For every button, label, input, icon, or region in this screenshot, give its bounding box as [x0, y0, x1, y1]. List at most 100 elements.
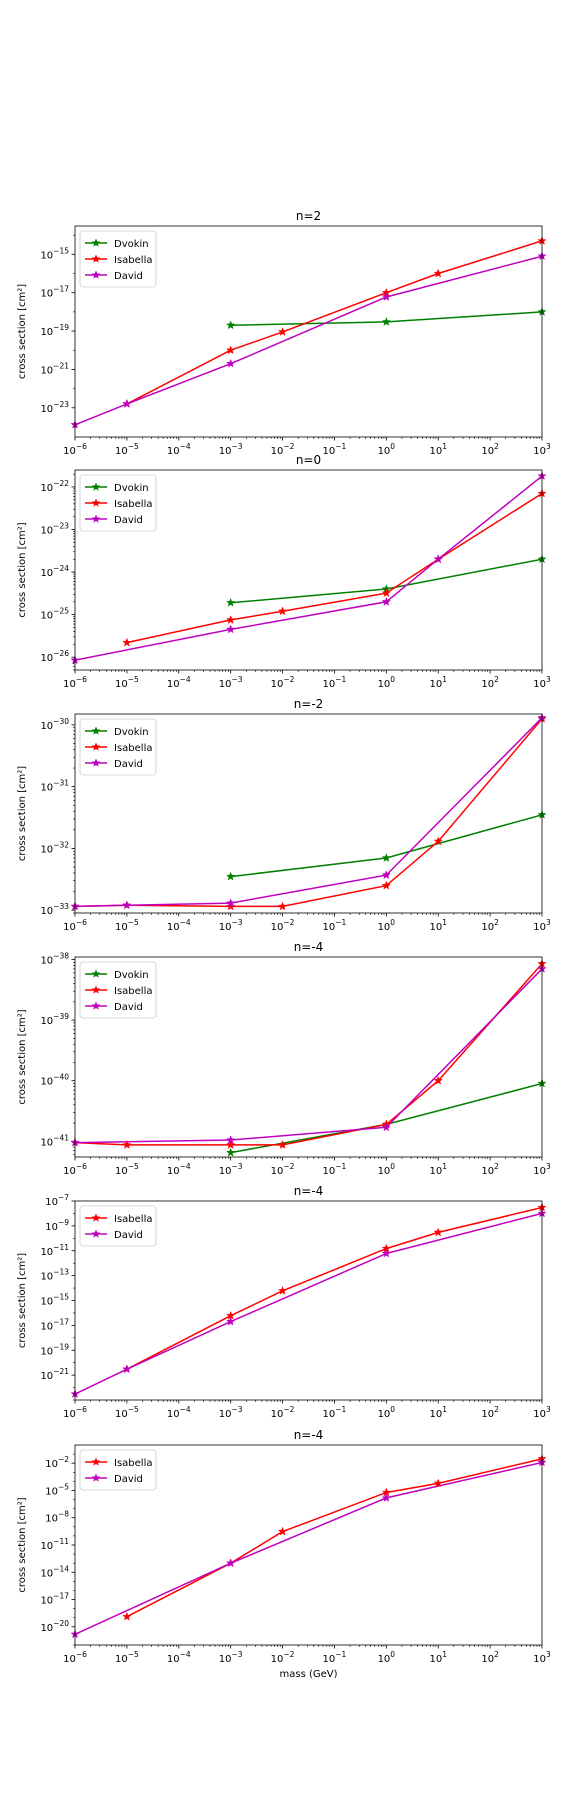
data-point-isabella	[122, 1140, 132, 1149]
x-tick-label: 10−1	[323, 442, 347, 457]
y-tick-label: 10−19	[40, 1342, 69, 1357]
y-tick-label: 10−2	[45, 1455, 69, 1470]
x-tick-label: 10−3	[219, 918, 243, 933]
data-point-isabella	[277, 606, 288, 616]
x-tick-label: 10−3	[219, 1162, 243, 1177]
x-tick-label: 10−2	[271, 918, 295, 933]
legend-label: Isabella	[114, 255, 152, 266]
data-point-isabella	[225, 901, 236, 911]
data-point-isabella	[277, 1526, 288, 1536]
legend-label: Isabella	[114, 743, 152, 754]
legend-label: David	[114, 271, 143, 282]
y-axis-label: cross section [cm²]	[17, 766, 28, 861]
data-point-isabella	[277, 1140, 288, 1149]
legend-marker	[91, 1473, 101, 1482]
x-tick-label: 10−4	[167, 1650, 191, 1665]
legend-marker	[91, 270, 101, 279]
chart-title: n=-4	[294, 940, 324, 954]
x-tick-label: 10−1	[323, 918, 347, 933]
x-tick-label: 10−2	[271, 1162, 295, 1177]
data-point-david	[122, 900, 132, 910]
x-axis-label: mass (GeV)	[279, 1669, 337, 1680]
x-tick-label: 10−6	[63, 1162, 87, 1177]
legend-label: David	[114, 1002, 143, 1013]
chart-6: n=-4 10−6 10−5 10−4 10−3 10−2 10−1 100 101 102 103…	[17, 1428, 551, 1680]
chart-2: n=0 10−6 10−5 10−4 10−3 10−2 10−1 100 101 102 103 1…	[17, 453, 551, 690]
y-axis-label: cross section [cm²]	[17, 1009, 28, 1104]
data-point-isabella	[122, 1611, 132, 1621]
x-tick-label: 100	[378, 918, 396, 933]
data-point-david	[433, 554, 443, 564]
legend: Isabella David	[79, 1449, 157, 1491]
legend-marker	[91, 985, 101, 994]
y-tick-label: 10−39	[40, 1012, 69, 1027]
y-axis-label: cross section [cm²]	[17, 1253, 28, 1348]
data-point-david	[381, 1248, 392, 1258]
data-point-david	[225, 358, 236, 368]
series-line-dvokin	[230, 814, 542, 878]
x-tick-label: 101	[429, 675, 447, 690]
y-tick-label: 10−32	[40, 840, 69, 855]
legend-marker	[91, 238, 101, 247]
legend: Dvokin Isabella David	[79, 230, 157, 288]
x-tick-label: 10−1	[323, 675, 347, 690]
data-point-dvokin	[381, 316, 392, 326]
chart-title: n=-4	[294, 1184, 324, 1198]
data-point-david	[225, 1316, 236, 1326]
plot-frame	[74, 1444, 543, 1646]
legend-marker	[91, 742, 101, 751]
x-tick-label: 101	[429, 442, 447, 457]
legend: Dvokin Isabella David	[79, 718, 157, 776]
x-tick-label: 10−4	[167, 1405, 191, 1420]
legend-label: David	[114, 1230, 143, 1241]
data-point-david	[225, 624, 236, 634]
legend: Isabella David	[79, 1205, 157, 1247]
legend-label: David	[114, 515, 143, 526]
x-tick-label: 10−4	[167, 1162, 191, 1177]
legend-marker	[91, 1001, 101, 1010]
legend-marker	[91, 498, 101, 507]
y-tick-label: 10−17	[40, 1317, 69, 1332]
data-point-david	[225, 1558, 236, 1568]
y-tick-label: 10−23	[40, 400, 69, 415]
x-tick-label: 10−4	[167, 442, 191, 457]
x-tick-label: 100	[378, 1650, 396, 1665]
y-tick-label: 10−17	[40, 1592, 69, 1607]
data-point-david	[122, 1364, 132, 1374]
x-tick-label: 102	[481, 1405, 499, 1420]
x-tick-label: 10−5	[115, 918, 139, 933]
plot-frame	[74, 956, 543, 1158]
data-point-isabella	[277, 901, 288, 911]
data-point-david	[225, 1135, 236, 1144]
x-tick-label: 101	[429, 1162, 447, 1177]
y-tick-label: 10−14	[40, 1564, 69, 1579]
y-tick-label: 10−11	[40, 1243, 69, 1258]
x-tick-label: 100	[378, 1405, 396, 1420]
x-tick-label: 100	[378, 1162, 396, 1177]
x-tick-label: 10−6	[63, 1650, 87, 1665]
data-point-isabella	[225, 1140, 236, 1149]
data-point-isabella	[433, 1478, 443, 1488]
data-point-isabella	[433, 836, 443, 846]
x-tick-label: 10−3	[219, 675, 243, 690]
x-tick-label: 103	[533, 918, 551, 933]
data-point-isabella	[122, 637, 132, 647]
data-point-isabella	[277, 327, 288, 336]
x-tick-label: 10−5	[115, 442, 139, 457]
data-point-dvokin	[225, 1147, 236, 1157]
legend-label: Isabella	[114, 986, 152, 997]
chart-5: n=-4 10−6 10−5 10−4 10−3 10−2 10−1 100 101 102 103…	[17, 1184, 551, 1420]
chart-title: n=0	[296, 453, 321, 467]
legend-marker	[91, 514, 101, 523]
legend-marker	[91, 758, 101, 767]
y-tick-label: 10−17	[40, 285, 69, 300]
data-point-isabella	[225, 615, 236, 624]
legend-marker	[91, 726, 101, 735]
data-point-isabella	[433, 268, 443, 278]
x-tick-label: 10−2	[271, 1405, 295, 1420]
x-tick-label: 10−5	[115, 1162, 139, 1177]
plot-frame	[74, 713, 543, 914]
data-point-dvokin	[225, 597, 236, 607]
data-point-dvokin	[225, 871, 236, 881]
legend-box	[79, 1205, 157, 1247]
